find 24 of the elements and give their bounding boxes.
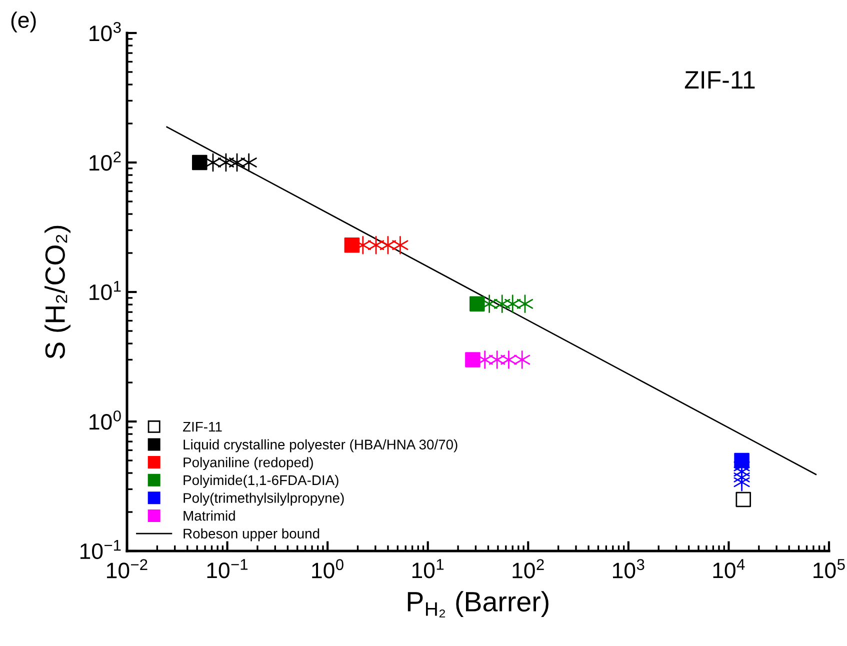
- legend-label: Matrimid: [184, 510, 235, 521]
- y-tick-label: 10$^{3}$: [90, 22, 121, 42]
- x-tick-label: 10$^{0}$: [312, 559, 344, 578]
- text: (e): [11, 12, 36, 32]
- x-tick-label: 10$^{2}$: [512, 559, 544, 578]
- legend-label: Liquid crystalline polyester (HBA/HNA 30/70): [184, 439, 458, 452]
- y-tick-label: 10$^{−1}$: [80, 540, 121, 560]
- legend-label: Robeson upper bound: [184, 528, 320, 542]
- annotation: ZIF-11: [684, 71, 755, 88]
- y-tick-label: 10$^{0}$: [90, 410, 121, 430]
- x-tick-label: 10$^{1}$: [412, 559, 444, 578]
- x-tick-label: 10$^{4}$: [713, 559, 745, 578]
- legend-label: Polyaniline (redoped): [184, 457, 313, 470]
- x-tick-label: 10$^{3}$: [613, 559, 644, 578]
- x-tick-label: 10$^{5}$: [814, 559, 845, 578]
- x-tick-label: 10$^{−2}$: [107, 559, 148, 578]
- x-tick-label: 10$^{−1}$: [207, 559, 248, 578]
- y-axis-title: S (H₂/CO₂): [44, 226, 70, 359]
- legend-label: Polyimide(1,1-6FDA-DIA): [184, 474, 338, 488]
- y-tick-label: 10$^{2}$: [90, 151, 121, 171]
- x-axis-title: P$_{H₂}$ (Barrer): [408, 591, 548, 618]
- legend-label: ZIF-11: [182, 422, 222, 432]
- legend-label: Poly(trimethylsilylpropyne): [184, 492, 344, 506]
- y-tick-label: 10$^{1}$: [90, 280, 121, 300]
